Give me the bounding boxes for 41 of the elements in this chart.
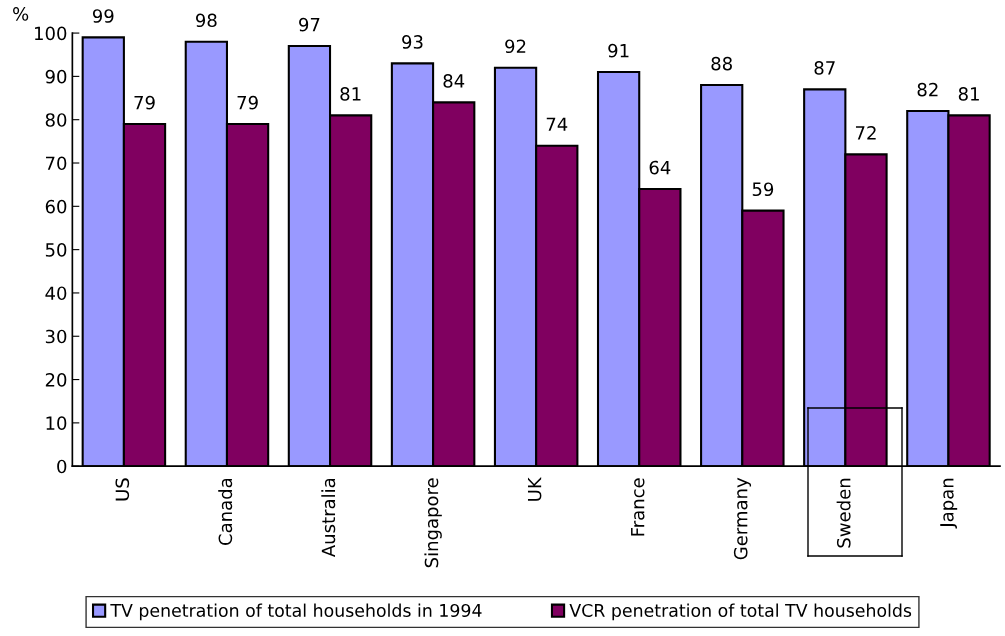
- y-tick-label: 70: [46, 156, 67, 171]
- x-tick-label: Canada: [218, 478, 233, 545]
- y-tick-label: 100: [35, 26, 67, 41]
- data-label: 79: [237, 95, 258, 110]
- y-tick-label: 10: [46, 416, 67, 430]
- data-label: 92: [505, 39, 526, 54]
- x-tick-label: UK: [527, 476, 542, 501]
- y-axis-title: %: [13, 7, 29, 21]
- y-tick-label: 30: [45, 329, 67, 344]
- x-tick-label: France: [631, 478, 645, 536]
- data-label: 88: [711, 56, 732, 71]
- data-label: 97: [299, 17, 320, 32]
- data-label: 64: [649, 160, 671, 175]
- data-label: 74: [546, 117, 568, 131]
- y-tick-label: 50: [45, 243, 67, 257]
- x-tick-label: Singapore: [424, 478, 442, 568]
- data-label: 99: [92, 9, 114, 23]
- data-label: 81: [958, 87, 979, 101]
- x-tick-label: US: [115, 478, 130, 501]
- y-tick-label: 80: [45, 113, 67, 127]
- x-tick-label: Germany: [733, 477, 752, 560]
- data-label: 82: [917, 82, 938, 97]
- data-label: 93: [402, 35, 423, 49]
- data-label: 81: [340, 87, 361, 101]
- y-tick-label: 60: [45, 199, 67, 214]
- data-label: 72: [855, 126, 876, 140]
- data-label: 91: [608, 43, 629, 58]
- data-label: 84: [443, 74, 465, 88]
- legend-label: TV penetration of total households in 1994: [110, 603, 482, 621]
- x-tick-label: Sweden: [836, 478, 851, 548]
- y-tick-label: 40: [45, 286, 67, 301]
- data-label: 87: [814, 61, 835, 75]
- data-label: 59: [752, 182, 774, 197]
- y-tick-label: 20: [45, 373, 67, 387]
- legend-label: VCR penetration of total TV households: [569, 603, 912, 621]
- x-tick-label: Japan: [940, 478, 958, 529]
- y-tick-label: 90: [45, 69, 67, 84]
- x-tick-label: Australia: [321, 478, 336, 558]
- y-tick-label: 0: [57, 459, 67, 474]
- data-label: 98: [196, 13, 217, 28]
- data-label: 79: [134, 95, 155, 110]
